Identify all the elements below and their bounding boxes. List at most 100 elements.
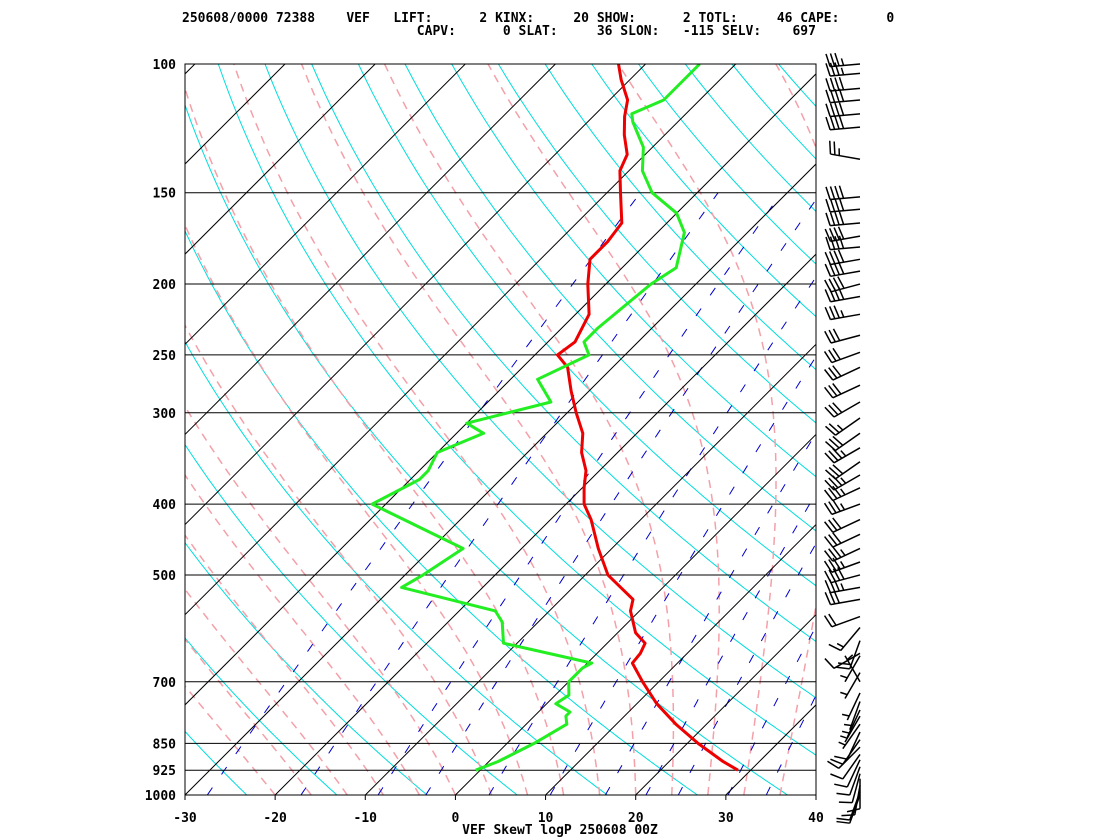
temperature-tick-label: 30 <box>718 811 734 826</box>
wind-barb-staff <box>830 235 861 243</box>
moist-adiabat <box>383 64 675 795</box>
wind-barb-staff <box>832 547 861 562</box>
wind-barb-staff <box>830 208 861 213</box>
wind-barb <box>834 731 861 760</box>
pressure-tick-label: 200 <box>153 278 177 293</box>
wind-barb-half-feather <box>840 503 846 511</box>
wind-barb <box>840 715 861 743</box>
wind-barb-feather <box>829 103 836 117</box>
wind-barb-half-feather <box>840 310 845 318</box>
wind-barb-feather <box>828 548 838 560</box>
wind-barb-staff <box>831 561 861 573</box>
wind-barb-feather <box>836 792 850 796</box>
moist-adiabat <box>487 64 720 795</box>
dry-adiabat <box>357 64 816 587</box>
pressure-tick-label: 925 <box>153 764 176 779</box>
wind-barb-staff <box>831 615 861 628</box>
wind-barb <box>843 701 861 730</box>
wind-barb-staff <box>844 655 861 683</box>
pressure-tick-label: 150 <box>153 187 177 202</box>
wind-barb-half-feather <box>840 583 845 591</box>
header-line-1: 250608/0000 72388 VEF LIFT: 2 KINX: 20 S… <box>182 11 894 26</box>
wind-barb <box>825 52 861 68</box>
wind-barb-half-feather <box>836 424 844 431</box>
wind-barb-half-feather <box>840 67 845 76</box>
dewpoint-line <box>370 64 701 772</box>
wind-barb-staff <box>832 384 861 399</box>
moist-adiabat <box>185 533 384 795</box>
wind-barb <box>841 709 861 738</box>
wind-barb-feather <box>828 438 840 449</box>
wind-barb-feather <box>838 115 845 129</box>
wind-barb-feather <box>825 63 831 77</box>
isotherm <box>906 64 1120 795</box>
dry-adiabat <box>217 64 816 756</box>
isotherm <box>185 163 816 795</box>
isotherm <box>635 614 816 795</box>
wind-barb <box>824 474 861 491</box>
wind-barb-feather <box>829 53 836 67</box>
wind-barb-feather <box>829 77 836 91</box>
wind-barb-half-feather <box>836 642 844 648</box>
wind-barb-feather <box>828 278 837 292</box>
wind-barb-feather <box>834 211 840 226</box>
wind-barb <box>825 211 861 227</box>
wind-barb-staff <box>849 701 861 730</box>
mixing-ratio-line <box>425 198 816 795</box>
wind-barb-feather <box>829 212 836 226</box>
wind-barb-feather <box>834 198 840 212</box>
wind-barb-feather <box>824 330 832 344</box>
wind-barb-feather <box>825 469 836 480</box>
wind-barb-feather <box>833 141 836 155</box>
wind-barbs <box>823 52 861 824</box>
wind-barb-staff <box>842 753 861 780</box>
wind-barb <box>825 417 861 436</box>
wind-barb-feather <box>828 477 839 489</box>
dry-adiabat <box>185 340 609 795</box>
wind-barb-feather <box>828 329 837 343</box>
temperature-tick-label: -30 <box>173 811 197 826</box>
wind-barb-feather <box>837 249 845 263</box>
wind-barb <box>823 499 861 516</box>
isotherm <box>185 64 376 255</box>
dry-adiabat <box>591 64 816 318</box>
wind-barb-feather <box>825 440 836 452</box>
mixing-ratio-line <box>300 192 719 795</box>
wind-barb-feather <box>823 351 833 364</box>
wind-barb-feather <box>828 423 840 434</box>
wind-barb-staff <box>830 258 861 266</box>
isotherm <box>274 253 816 795</box>
wind-barb-feather <box>824 489 834 501</box>
wind-barb-staff <box>830 153 861 161</box>
wind-barb <box>825 432 861 452</box>
wind-barb-staff <box>830 270 861 278</box>
wind-barb-staff <box>833 652 861 669</box>
wind-barb-feather <box>836 666 850 670</box>
wind-barb-staff <box>830 334 861 344</box>
wind-barb-feather <box>824 550 834 562</box>
wind-barb <box>824 485 861 502</box>
moist-adiabat <box>233 64 601 795</box>
wind-barb-feather <box>823 560 833 573</box>
wind-barb <box>840 672 861 699</box>
wind-barb-staff <box>830 313 861 321</box>
wind-barb-feather <box>828 251 836 265</box>
isotherm <box>0 64 105 795</box>
wind-barb <box>825 461 861 480</box>
wind-barb-feather <box>824 592 832 605</box>
dry-adiabat <box>185 730 248 795</box>
wind-barb-feather <box>828 534 838 546</box>
wind-barb <box>824 652 861 669</box>
wind-barb-staff <box>834 417 861 436</box>
pressure-tick-label: 250 <box>153 349 177 364</box>
wind-barb-feather <box>841 814 855 817</box>
wind-barb-feather <box>824 228 832 242</box>
wind-barb-staff <box>833 401 861 418</box>
dry-adiabat <box>497 64 816 424</box>
wind-barb-staff <box>830 574 861 584</box>
wind-barb-feather <box>834 185 840 199</box>
wind-barb-feather <box>828 384 838 397</box>
pressure-tick-label: 850 <box>153 737 177 752</box>
wind-barb <box>838 723 861 750</box>
